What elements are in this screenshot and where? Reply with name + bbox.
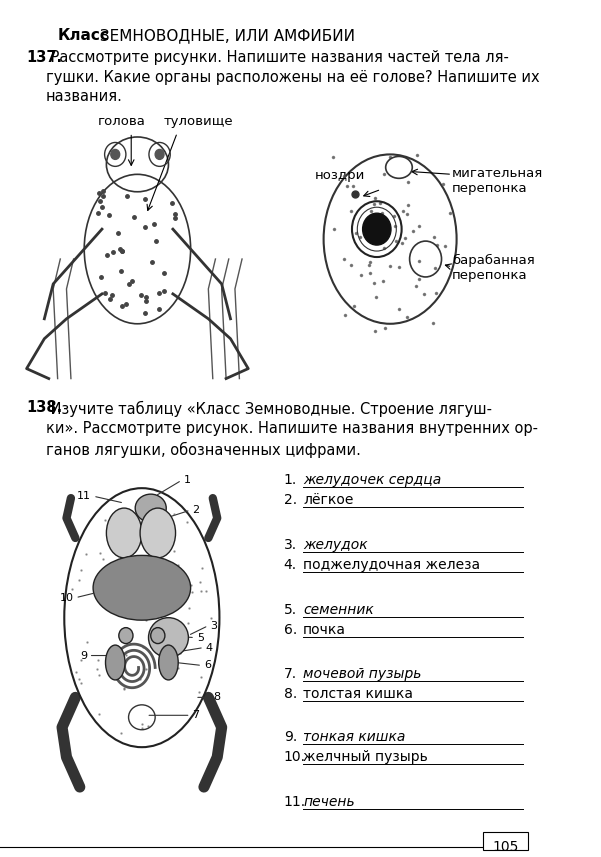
Text: семенник: семенник [304,602,374,617]
Circle shape [111,149,120,159]
Text: мочевой пузырь: мочевой пузырь [304,668,421,681]
Text: ЗЕМНОВОДНЫЕ, ИЛИ АМФИБИИ: ЗЕМНОВОДНЫЕ, ИЛИ АМФИБИИ [95,28,355,43]
Text: 8.: 8. [284,687,297,701]
Text: 1: 1 [183,475,191,485]
Circle shape [362,213,391,245]
Text: 4.: 4. [284,558,297,572]
Circle shape [155,149,164,159]
Text: 5.: 5. [284,602,297,617]
Text: 10.: 10. [284,750,306,764]
Text: 9: 9 [80,650,87,661]
Text: 3: 3 [210,620,217,631]
Text: тонкая кишка: тонкая кишка [304,730,406,744]
Text: 8: 8 [213,692,220,703]
Text: печень: печень [304,795,355,809]
Text: 105: 105 [492,840,519,854]
Text: 6.: 6. [284,623,297,637]
Text: Изучите таблицу «Класс Земноводные. Строение лягуш-
ки». Рассмотрите рисунок. На: Изучите таблицу «Класс Земноводные. Стро… [46,400,538,458]
Text: туловище: туловище [164,115,234,128]
Text: 11: 11 [78,491,91,501]
Text: 4: 4 [206,643,213,652]
Text: мигательная
перепонка: мигательная перепонка [452,167,543,195]
Text: 2: 2 [192,505,200,515]
Text: 6: 6 [204,661,211,670]
Text: 9.: 9. [284,730,297,744]
Text: лёгкое: лёгкое [304,493,353,507]
Text: голова: голова [97,115,145,128]
Ellipse shape [93,555,191,620]
Text: 3.: 3. [284,538,297,552]
Ellipse shape [148,618,188,657]
Ellipse shape [140,508,175,558]
Text: желудок: желудок [304,538,368,552]
FancyBboxPatch shape [483,832,528,850]
Circle shape [119,627,133,644]
Text: толстая кишка: толстая кишка [304,687,413,701]
Ellipse shape [106,645,125,680]
Text: ноздри: ноздри [315,170,365,183]
Text: 5: 5 [197,632,204,643]
Text: 11.: 11. [284,795,306,809]
Text: барабанная
перепонка: барабанная перепонка [452,254,535,282]
Text: 138.: 138. [26,400,63,416]
Text: 7.: 7. [284,668,297,681]
Ellipse shape [135,494,166,522]
Text: Класс: Класс [58,28,109,43]
Ellipse shape [159,645,178,680]
Circle shape [151,627,165,644]
Text: 137.: 137. [26,50,63,65]
Text: почка: почка [304,623,346,637]
Text: Рассмотрите рисунки. Напишите названия частей тела ля-
гушки. Какие органы распо: Рассмотрите рисунки. Напишите названия ч… [46,50,540,105]
Ellipse shape [106,508,142,558]
Text: желудочек сердца: желудочек сердца [304,473,442,488]
Text: 2.: 2. [284,493,297,507]
Text: 1.: 1. [284,473,297,488]
Text: 7: 7 [192,710,200,720]
Text: 10: 10 [59,593,73,602]
Text: желчный пузырь: желчный пузырь [304,750,428,764]
Text: поджелудочная железа: поджелудочная железа [304,558,480,572]
